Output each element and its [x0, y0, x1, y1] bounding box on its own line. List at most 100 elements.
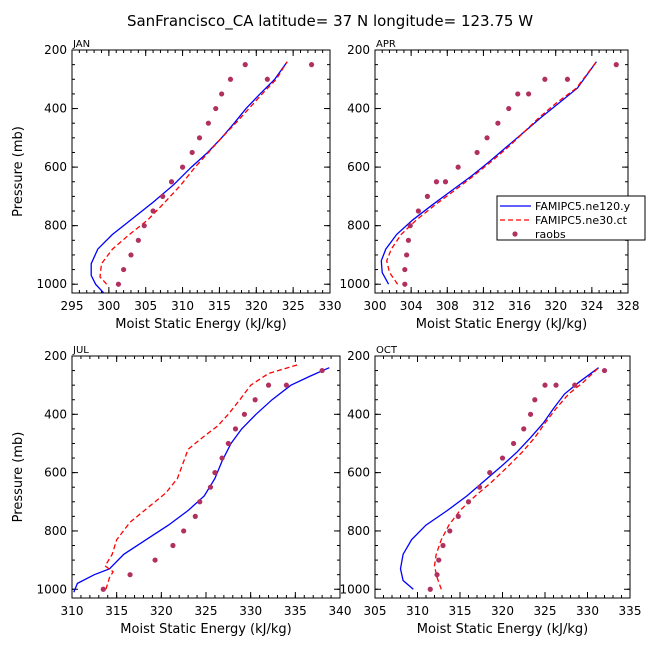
- y-tick-label: 200: [347, 349, 370, 363]
- y-tick-label: 400: [347, 102, 370, 116]
- raobs-point: [179, 164, 186, 170]
- raobs-point: [121, 266, 127, 273]
- y-tick-label: 1000: [36, 582, 67, 596]
- raobs-point: [264, 76, 270, 82]
- raobs-point: [527, 411, 534, 417]
- raobs-point: [601, 367, 608, 374]
- y-tick-label: 400: [44, 407, 67, 421]
- x-tick-label: 308: [436, 299, 459, 313]
- x-tick-label: 328: [617, 299, 640, 313]
- legend-marker-raobs: [512, 231, 518, 237]
- raobs-point: [207, 484, 214, 490]
- plot-frame: [71, 355, 341, 599]
- raobs-point: [219, 455, 225, 461]
- y-axis-label: Pressure (mb): [11, 126, 26, 217]
- series-line-ne120: [90, 61, 288, 293]
- raobs-point: [474, 149, 480, 156]
- raobs-point: [160, 193, 166, 199]
- series-line-ne30: [386, 61, 597, 285]
- y-tick-label: 200: [44, 349, 67, 363]
- raobs-point: [506, 105, 512, 112]
- raobs-point: [447, 528, 453, 534]
- y-tick-label: 200: [347, 43, 370, 57]
- raobs-point: [542, 382, 548, 388]
- raobs-point: [219, 91, 225, 97]
- x-tick-label: 325: [282, 299, 305, 313]
- raobs-point: [128, 252, 134, 258]
- y-tick-label: 200: [44, 43, 67, 57]
- raobs-point: [424, 193, 431, 199]
- panel-jan: JAN 295 300 305 310 315 320 325 330 200 400 600 800 1…: [11, 39, 341, 332]
- series-line-ne120: [399, 367, 599, 590]
- x-tick-label: 315: [105, 604, 128, 618]
- raobs-point: [499, 455, 506, 461]
- raobs-point: [532, 397, 538, 403]
- x-tick-label: 324: [580, 299, 603, 313]
- raobs-point: [152, 557, 158, 563]
- raobs-point: [242, 62, 248, 68]
- raobs-point: [402, 266, 408, 273]
- panel-label: APR: [376, 39, 396, 50]
- x-tick-label: 300: [97, 299, 120, 313]
- series-line-ne120: [380, 61, 597, 285]
- x-tick-label: 295: [61, 299, 84, 313]
- x-tick-label: 335: [619, 604, 642, 618]
- x-tick-label: 330: [576, 604, 599, 618]
- series-line-ne30: [433, 367, 600, 590]
- plot-frame: [374, 49, 629, 294]
- raobs-point: [455, 513, 461, 519]
- legend-label: FAMIPC5.ne120.y: [535, 200, 631, 213]
- raobs-point: [553, 382, 559, 388]
- raobs-point: [241, 411, 248, 417]
- x-tick-label: 305: [364, 604, 387, 618]
- y-tick-label: 600: [44, 160, 67, 174]
- x-tick-label: 335: [284, 604, 307, 618]
- panel-oct: OCT 305 310 315 320 325 330 335 200 400 600 800 1000…: [339, 345, 641, 637]
- series-line-ne30: [99, 61, 288, 285]
- raobs-point: [308, 62, 315, 68]
- panel-label: JUL: [72, 345, 89, 356]
- raobs-point: [487, 470, 493, 476]
- raobs-point: [252, 397, 258, 403]
- raobs-point: [197, 499, 203, 505]
- y-tick-label: 800: [44, 219, 67, 233]
- x-axis-label: Moist Static Energy (kJ/kg): [115, 317, 286, 332]
- raobs-point: [150, 208, 156, 214]
- series-line-ne120: [73, 367, 330, 593]
- panel-label: OCT: [376, 345, 398, 356]
- x-axis-label: Moist Static Energy (kJ/kg): [416, 317, 587, 332]
- y-axis-label: Pressure (mb): [11, 432, 26, 523]
- raobs-point: [495, 120, 501, 126]
- x-tick-label: 312: [472, 299, 495, 313]
- raobs-point: [564, 76, 571, 82]
- x-tick-label: 320: [245, 299, 268, 313]
- x-tick-label: 330: [239, 604, 262, 618]
- panels-group: JAN 295 300 305 310 315 320 325 330 200 400 600 800 1…: [11, 39, 641, 637]
- raobs-point: [213, 105, 219, 112]
- raobs-point: [476, 484, 483, 490]
- x-tick-label: 320: [150, 604, 173, 618]
- raobs-point: [212, 470, 218, 476]
- y-tick-label: 1000: [36, 277, 67, 291]
- raobs-point: [141, 223, 147, 229]
- y-tick-label: 600: [44, 466, 67, 480]
- x-tick-label: 305: [134, 299, 157, 313]
- legend-label: FAMIPC5.ne30.ct: [535, 214, 628, 227]
- x-tick-label: 340: [329, 604, 352, 618]
- x-tick-label: 320: [544, 299, 567, 313]
- raobs-point: [440, 542, 446, 549]
- raobs-point: [135, 237, 141, 243]
- x-tick-label: 310: [406, 604, 429, 618]
- panel-apr: APR 300 304 308 312 316 320 324 328 200 400 600 800 1…: [339, 39, 639, 332]
- raobs-point: [100, 586, 106, 592]
- raobs-point: [572, 382, 578, 388]
- raobs-point: [319, 367, 325, 374]
- x-tick-label: 310: [61, 604, 84, 618]
- x-tick-label: 320: [491, 604, 514, 618]
- raobs-point: [613, 62, 619, 68]
- raobs-point: [127, 572, 133, 578]
- legend-box: [496, 195, 646, 241]
- x-tick-label: 315: [208, 299, 231, 313]
- raobs-point: [526, 91, 532, 97]
